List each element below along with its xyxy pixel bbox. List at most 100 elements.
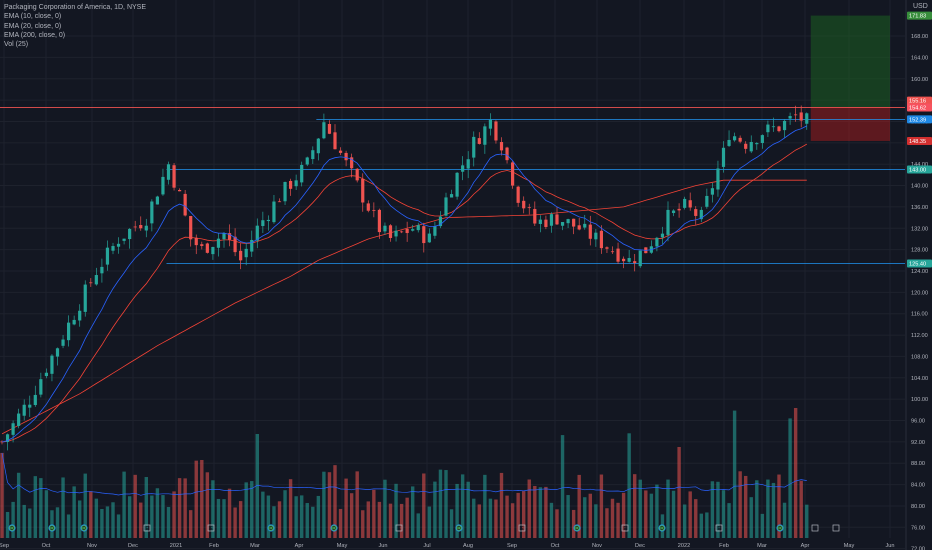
event-marker-label: E [397,526,401,532]
candle-body [305,157,309,165]
candle-body [144,225,148,231]
candle-body [533,208,537,224]
candle-body [216,238,221,248]
candle-body [799,112,803,121]
candle-body [483,126,487,145]
price-tick-label: 112.00 [911,333,928,339]
candle-body [172,165,176,188]
candle-body [566,219,570,224]
price-axis[interactable]: 72.00 76.00 80.00 84.00 88.00 92.00 96.00 100.0… [905,0,928,550]
candle-body [327,123,332,134]
volume-bar [677,447,681,538]
candle-body [277,201,282,203]
event-marker-label: D [269,526,273,532]
candle-body [444,197,448,216]
event-marker-label: D [10,526,14,532]
price-tick-label: 104.00 [911,376,928,382]
volume-bar [411,486,415,538]
loss-zone [810,107,890,141]
legend-ema20[interactable]: EMA (20, close, 0) [4,22,62,30]
volume-bar [782,502,787,538]
volume-bar [155,488,160,538]
volume-bar [39,478,43,538]
volume-bar [522,491,526,538]
candle-body [255,225,259,241]
volume-bar [399,503,404,538]
candle-body [128,228,132,240]
legend-volume[interactable]: Vol (25) [4,41,29,49]
candle-body [427,233,431,243]
time-axis[interactable]: Sep Oct Nov Dec 2021 Feb Mar Apr May Jun Jul Aug Sep… [0,543,895,549]
candle-body [116,243,121,247]
candle-body [205,243,209,253]
candle-body [283,181,287,202]
price-tick-label: 136.00 [911,205,928,211]
volume-bar [460,474,465,538]
long-position-tool[interactable] [810,15,890,141]
candle-body [294,180,298,187]
candle-body [488,119,492,129]
legend-ema200[interactable]: EMA (200, close, 0) [4,31,66,39]
volume-bar [311,506,315,538]
stop-price-badge: 148.35 [909,139,926,145]
volume-bar [211,480,215,538]
volume-bar [466,481,470,538]
volume-bar [16,472,21,538]
candle-body [133,226,137,228]
volume-bar [177,478,182,538]
candle-body [577,225,581,230]
candle-body [233,236,237,253]
volume-bar [566,495,570,538]
volume-bar [544,486,548,538]
horizontal-levels[interactable] [0,107,905,264]
candle-body [760,135,764,143]
volume-bar [499,472,504,538]
candle-body [300,164,304,183]
volume-ma-path [1,452,807,496]
candle-body [516,186,520,203]
volume-bar [721,490,726,538]
level-badge-143: 143.00 [909,168,926,174]
candle-body [61,339,65,346]
entry-price-badge: 154.62 [909,105,926,111]
volume-bar [50,510,54,538]
volume-bar [94,498,99,538]
volume-bar [61,477,65,538]
candle-body [383,225,387,232]
candle-body [372,209,376,211]
currency-label[interactable]: USD [913,3,928,10]
candle-body [671,210,676,214]
volume-bar [288,479,293,538]
event-marker-label: E [623,526,627,532]
candle-body [544,219,548,227]
time-tick-label: Feb [719,543,729,549]
volume-bar [477,504,481,538]
event-marker-label: D [778,526,782,532]
dividend-marker [658,524,666,532]
volume-bar [300,495,304,538]
legend-ema10[interactable]: EMA (10, close, 0) [4,13,62,21]
time-tick-label: Feb [209,543,219,549]
level-badge-152: 152.39 [909,117,926,123]
volume-bar [161,495,165,538]
volume-bar [610,498,615,538]
volume-bar [682,504,687,538]
volume-bars [0,408,809,538]
dividend-marker [455,524,463,532]
volume-bar [416,513,420,538]
price-tick-label: 92.00 [911,440,925,446]
volume-bar [394,483,398,538]
candle-body [477,138,481,144]
candle-body [527,207,531,209]
time-tick-label: Apr [801,543,810,549]
candle-body [361,178,365,203]
dividend-marker [267,524,275,532]
candle-body [610,251,615,253]
volume-bar [105,506,110,538]
event-marker-label: D [82,526,86,532]
volume-bar [533,486,537,538]
volume-bar [699,513,703,538]
volume-bar [505,495,509,538]
